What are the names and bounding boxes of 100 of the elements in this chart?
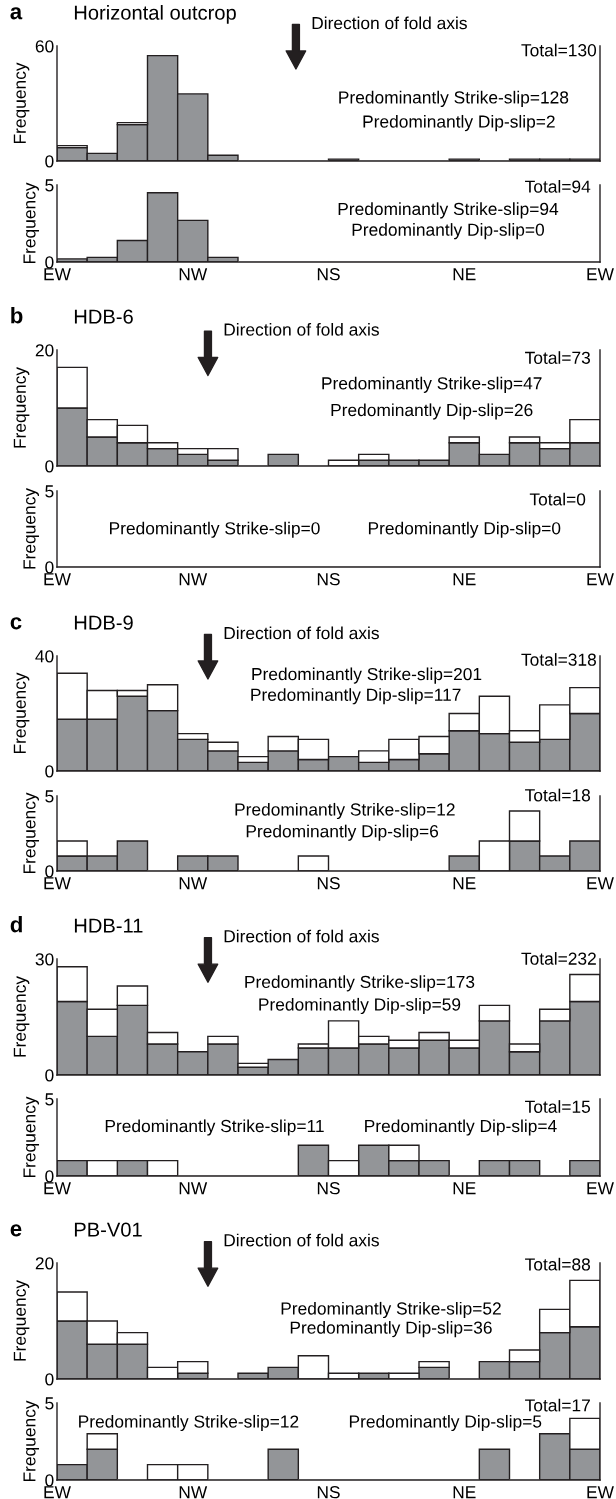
text: Direction of fold axis [224, 929, 379, 943]
annotation: Total=73 [525, 351, 591, 364]
annotation: Predominantly Dip-slip=26 [331, 403, 533, 420]
y-tick-label: 0 [45, 1373, 54, 1386]
annotation: Predominantly Strike-slip=0 [110, 521, 320, 538]
text: NE [453, 1182, 476, 1195]
text: EW [44, 573, 71, 586]
chart-title: HDB-11 [74, 918, 143, 933]
text: NE [453, 268, 476, 281]
annotation: Predominantly Strike-slip=173 [245, 975, 475, 992]
y-tick-label: 5 [45, 485, 54, 498]
text: NS [317, 1182, 340, 1195]
annotation: Predominantly Dip-slip=4 [365, 1119, 557, 1136]
y-axis-title: Frequency [23, 792, 40, 874]
text: NS [317, 268, 340, 281]
text: EW [587, 268, 614, 281]
text: c [10, 617, 22, 630]
annotation: Predominantly Dip-slip=59 [259, 997, 461, 1015]
y-axis-title: Frequency [23, 1400, 40, 1482]
text: EW [44, 268, 71, 281]
annotation: Predominantly Strike-slip=47 [322, 376, 542, 393]
y-axis-title: Frequency [13, 1280, 30, 1361]
text: EW [587, 877, 614, 890]
text: EW [44, 877, 71, 890]
y-tick-label: 5 [45, 1093, 54, 1106]
y-tick-label: 0 [45, 765, 54, 778]
annotation: Predominantly Strike-slip=12 [235, 802, 455, 820]
text: NE [453, 573, 476, 586]
text: EW [587, 1486, 614, 1499]
annotation: Predominantly Dip-slip=0 [368, 521, 561, 538]
annotation: Predominantly Strike-slip=11 [105, 1119, 324, 1136]
y-tick-label: 60 [35, 40, 54, 53]
text: NS [317, 877, 340, 890]
text: Direction of fold axis [224, 626, 379, 640]
text: NE [453, 877, 476, 890]
y-tick-label: 0 [45, 1170, 54, 1183]
text: b [11, 307, 23, 324]
text: NE [453, 1486, 476, 1499]
annotation: Predominantly Dip-slip=2 [363, 114, 555, 132]
y-tick-label: 20 [35, 1257, 54, 1270]
annotation: Total=232 [521, 952, 596, 965]
y-axis-title: Frequency [23, 488, 40, 569]
text: a [10, 7, 23, 20]
y-axis-title: Frequency [13, 672, 30, 754]
annotation: Total=18 [525, 788, 591, 802]
text: NW [179, 573, 208, 586]
y-tick-label: 40 [35, 650, 54, 663]
text: EW [44, 1486, 71, 1499]
annotation: Total=318 [521, 653, 596, 666]
text: e [10, 1224, 22, 1237]
y-tick-label: 0 [45, 1069, 54, 1082]
y-axis-title: Frequency [23, 1096, 40, 1178]
annotation: Total=0 [529, 492, 586, 506]
text: EW [587, 573, 614, 586]
y-tick-label: 30 [35, 953, 54, 966]
y-tick-label: 5 [45, 1397, 54, 1410]
annotation: Predominantly Strike-slip=128 [339, 90, 569, 107]
text: NW [179, 877, 208, 890]
text: EW [44, 1182, 71, 1195]
annotation: Total=94 [525, 179, 591, 193]
text: NW [179, 1486, 208, 1499]
chart-title: HDB-6 [74, 309, 133, 324]
annotation: Total=15 [525, 1100, 591, 1113]
y-axis-title: Frequency [13, 367, 30, 448]
chart-title: HDB-9 [74, 615, 133, 630]
annotation: Predominantly Strike-slip=94 [338, 202, 559, 219]
annotation: Total=130 [521, 43, 597, 57]
chart-title: Horizontal outcrop [74, 5, 236, 24]
y-tick-label: 0 [45, 155, 54, 168]
annotation: Total=88 [525, 1257, 591, 1271]
annotation: Predominantly Strike-slip=201 [252, 667, 482, 684]
annotation: Predominantly Strike-slip=52 [281, 1301, 501, 1319]
text: Direction of fold axis [312, 16, 467, 30]
y-tick-label: 0 [45, 460, 54, 473]
text: NS [317, 573, 340, 586]
text: EW [587, 1182, 614, 1195]
text: d [10, 916, 22, 933]
text: NW [179, 268, 208, 281]
annotation: Total=17 [525, 1398, 590, 1412]
annotation: Predominantly Dip-slip=5 [349, 1414, 542, 1432]
y-tick-label: 0 [45, 1474, 54, 1487]
text: Direction of fold axis [224, 322, 379, 336]
text: NW [179, 1182, 208, 1195]
text: Direction of fold axis [224, 1233, 379, 1247]
chart-title: PB-V01 [74, 1222, 142, 1237]
text: NS [317, 1486, 340, 1499]
annotation: Predominantly Dip-slip=117 [251, 688, 461, 705]
y-axis-title: Frequency [13, 62, 30, 144]
y-tick-label: 5 [45, 790, 54, 803]
annotation: Predominantly Dip-slip=6 [246, 824, 439, 841]
y-tick-label: 0 [45, 256, 54, 269]
y-tick-label: 0 [45, 865, 54, 878]
y-tick-label: 5 [45, 179, 54, 192]
y-axis-title: Frequency [13, 976, 30, 1057]
annotation: Predominantly Dip-slip=0 [352, 223, 545, 240]
annotation: Predominantly Dip-slip=36 [290, 1321, 492, 1338]
y-tick-label: 20 [35, 344, 54, 357]
y-axis-title: Frequency [23, 182, 40, 264]
y-tick-label: 0 [45, 561, 54, 574]
annotation: Predominantly Strike-slip=12 [79, 1414, 299, 1432]
